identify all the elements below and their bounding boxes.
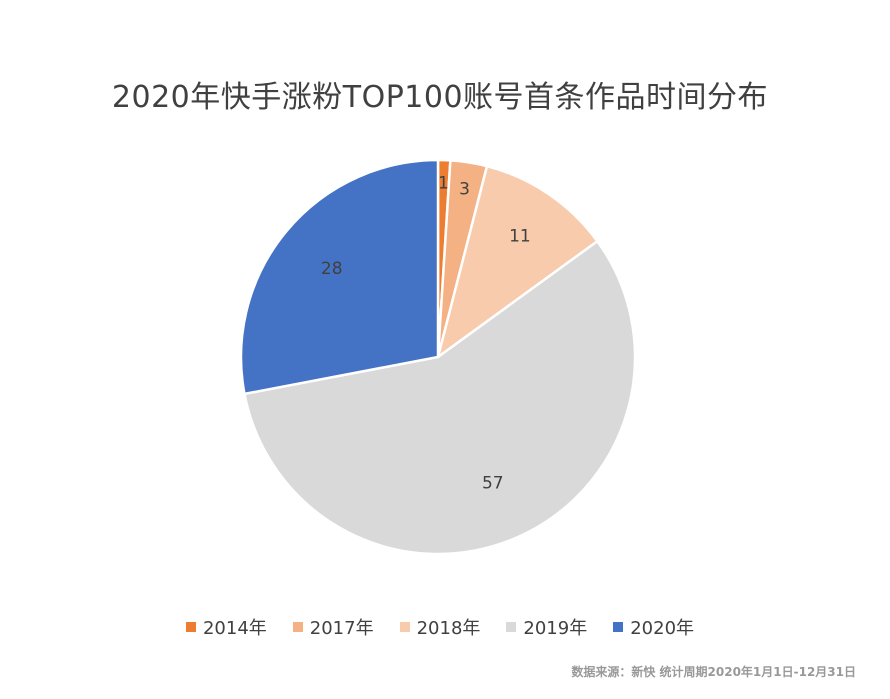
data-label-0: 1 [438,174,449,194]
data-label-1: 3 [459,180,470,200]
legend-label: 2018年 [416,618,481,639]
data-label-4: 28 [321,259,343,279]
legend-swatch [506,622,517,632]
pie-chart: 1 3 11 57 28 [239,158,637,556]
legend-item-4: 2020年 [613,614,694,640]
pie-slice-4 [239,158,440,396]
chart-legend: 2014年 2017年 2018年 2019年 2020年 [0,614,880,640]
pie-data-labels: 1 3 11 57 28 [321,174,531,494]
legend-swatch [399,622,410,632]
legend-item-3: 2019年 [506,614,587,640]
legend-item-2: 2018年 [399,614,481,640]
pie-slices [239,158,637,556]
legend-swatch [292,622,303,632]
legend-swatch [613,622,624,632]
legend-label: 2017年 [309,618,374,639]
source-footnote: 数据来源：新快 统计周期2020年1月1日-12月31日 [571,665,856,679]
legend-item-1: 2017年 [292,614,374,640]
legend-label: 2014年 [202,618,267,639]
pie-slice-3 [243,239,637,556]
legend-label: 2019年 [523,618,588,639]
legend-swatch [185,622,196,632]
chart-title: 2020年快手涨粉TOP100账号首条作品时间分布 [111,80,769,115]
legend-item-0: 2014年 [185,614,267,640]
data-label-3: 57 [482,474,504,494]
data-label-2: 11 [509,226,531,246]
legend-label: 2020年 [630,618,695,639]
pie-slice-2 [435,164,600,361]
